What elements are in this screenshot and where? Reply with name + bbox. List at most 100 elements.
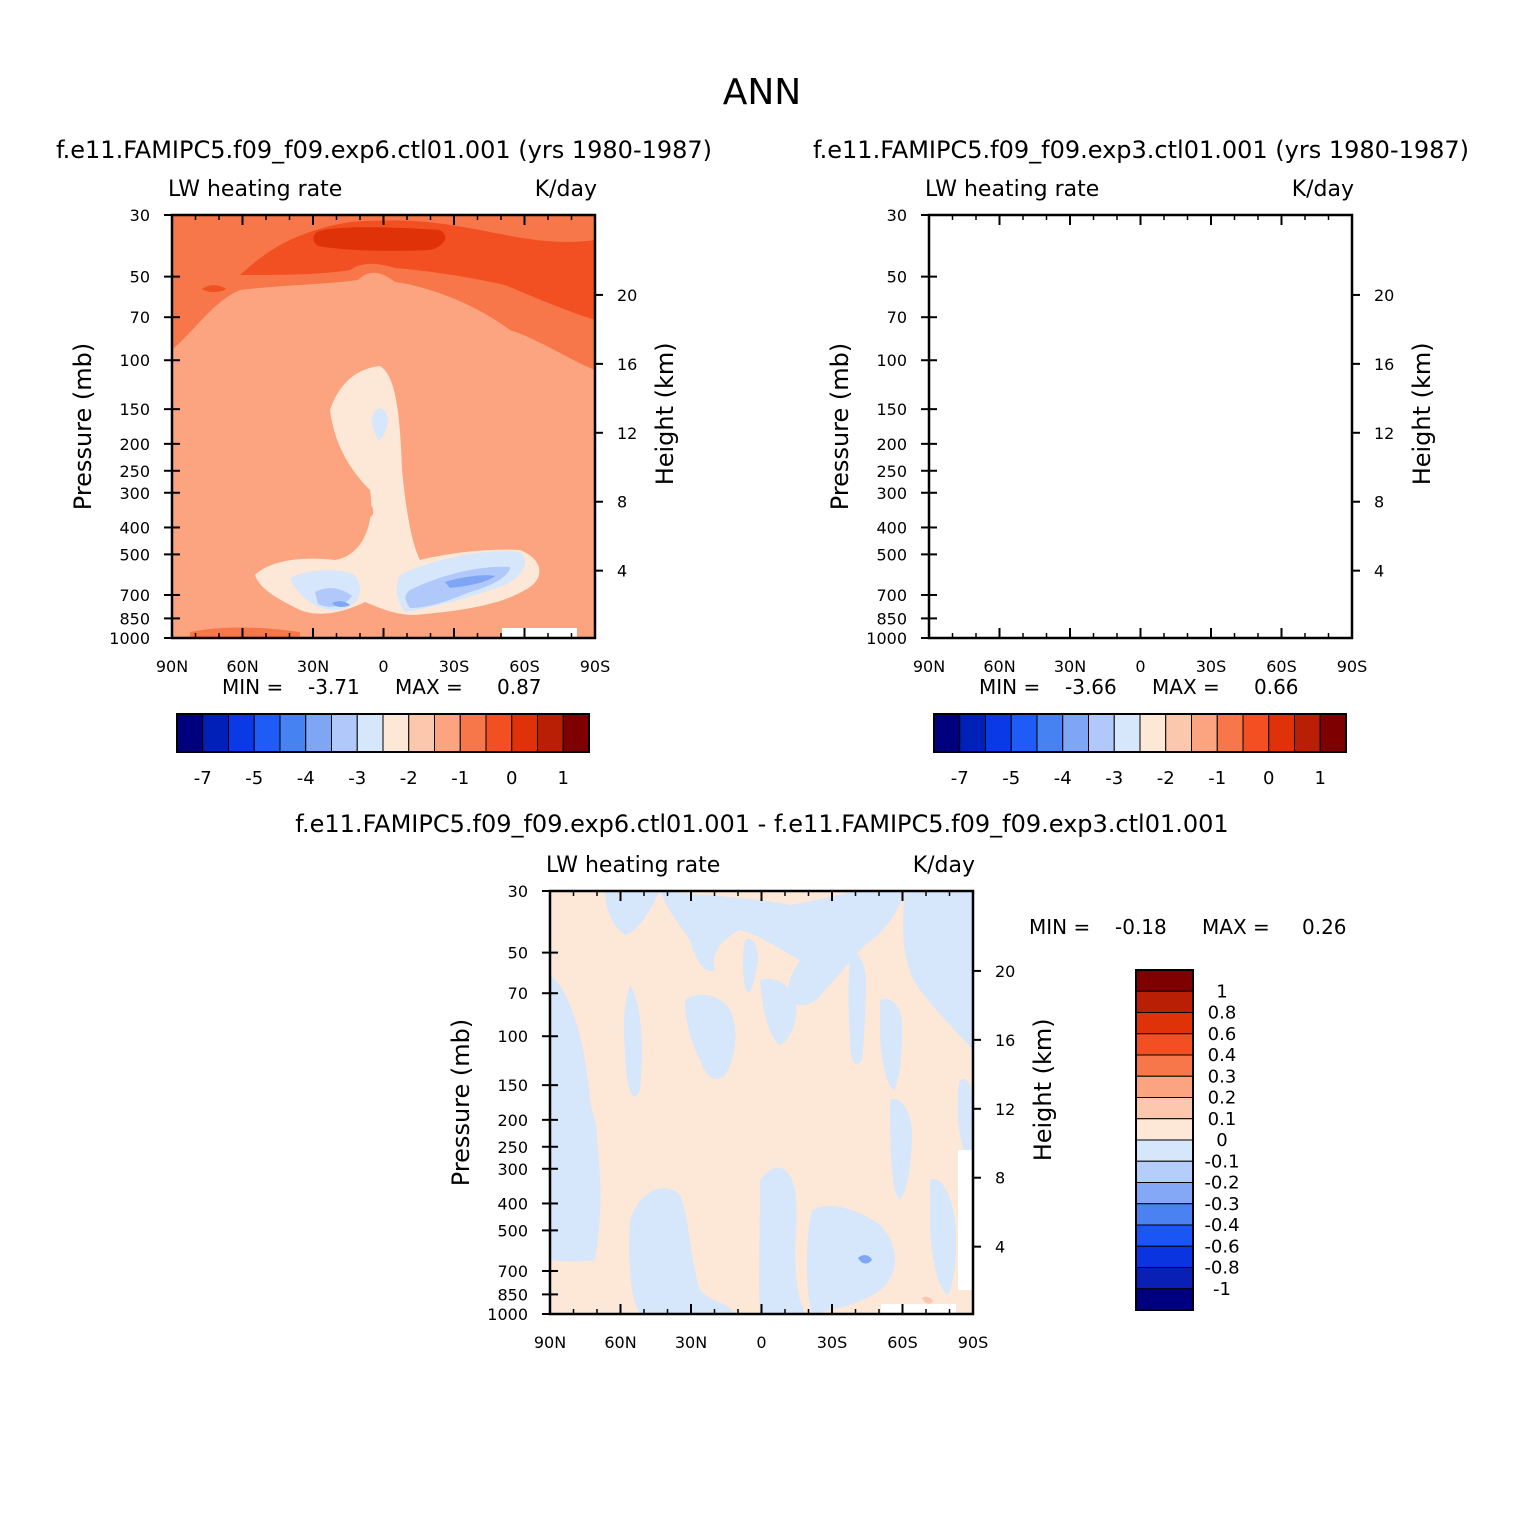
colorbar-label: -0.2 (1204, 1173, 1239, 1194)
colorbar-label: -0.6 (1204, 1236, 1239, 1257)
y-axis-label: Pressure (mb) (69, 343, 97, 510)
contour-band (605, 891, 660, 935)
contour-band (930, 1179, 957, 1295)
pressure-tick-label: 50 (130, 268, 150, 287)
x-tick-label: 60N (983, 657, 1015, 676)
units-label: K/day (535, 177, 597, 202)
colorbar-label: -1 (451, 768, 469, 789)
colorbar-swatch (1139, 713, 1167, 753)
variable-label: LW heating rate (925, 177, 1099, 202)
contour-band (1047, 570, 1117, 610)
colorbar-swatch (1135, 1097, 1194, 1120)
units-label: K/day (913, 853, 975, 878)
pressure-tick-label: 30 (508, 882, 528, 901)
pressure-tick-label: 850 (497, 1285, 528, 1304)
pressure-tick-label: 50 (508, 944, 528, 963)
colorbar-swatch (1088, 713, 1115, 753)
pressure-tick-label: 250 (497, 1138, 528, 1157)
max-label: MAX = (1202, 915, 1270, 939)
colorbar-label: -2 (400, 768, 418, 789)
pressure-tick-label: 200 (497, 1111, 528, 1130)
colorbar-swatch (1216, 713, 1244, 753)
colorbar-swatch (228, 713, 255, 753)
x-tick-label: 60S (887, 1333, 918, 1352)
pressure-tick-label: 850 (119, 609, 150, 628)
colorbar-swatch (1242, 713, 1270, 753)
x-tick-label: 30S (817, 1333, 848, 1352)
y-axis-label: Pressure (mb) (447, 1019, 475, 1186)
min-label: MIN = (1029, 915, 1090, 939)
colorbar-swatch (1135, 1288, 1194, 1311)
colorbar-swatch (1191, 713, 1218, 753)
colorbar-swatch (1135, 1224, 1194, 1247)
colorbar-swatch (1135, 969, 1194, 992)
x-tick-label: 90S (1337, 657, 1368, 676)
contour-band (903, 891, 973, 1050)
panel-exp3: f.e11.FAMIPC5.f09_f09.exp3.ctl01.001 (yr… (813, 136, 1469, 789)
height-tick-label: 4 (995, 1238, 1005, 1257)
colorbar-swatch (176, 713, 204, 753)
colorbar-swatch (1165, 713, 1192, 753)
min-label: MIN = (222, 675, 283, 699)
contour-band (759, 1167, 805, 1314)
x-tick-label: 30N (675, 1333, 707, 1352)
contour-band (332, 601, 350, 608)
x-tick-label: 60N (226, 657, 258, 676)
pressure-tick-label: 100 (876, 351, 907, 370)
max-label: MAX = (395, 675, 463, 699)
colorbar-label: -1 (1208, 768, 1226, 789)
colorbar-label: -0.3 (1204, 1194, 1239, 1215)
x-tick-label: 90N (913, 657, 945, 676)
variable-label: LW heating rate (546, 853, 720, 878)
colorbar-label: 0.1 (1208, 1109, 1237, 1130)
pressure-tick-label: 300 (876, 484, 907, 503)
plot-frame (927, 213, 1354, 640)
x-tick-label: 30S (439, 657, 470, 676)
colorbar-swatch (1135, 1182, 1194, 1205)
max-label: MAX = (1152, 675, 1220, 699)
panel-title: f.e11.FAMIPC5.f09_f09.exp6.ctl01.001 - f… (295, 810, 1228, 838)
colorbar-label: 1 (558, 768, 569, 789)
pressure-tick-label: 700 (497, 1262, 528, 1281)
contour-band (371, 408, 388, 440)
pressure-tick-label: 250 (876, 462, 907, 481)
colorbar-label: 0.3 (1208, 1066, 1237, 1087)
x-tick-label: 60S (1266, 657, 1297, 676)
colorbar-swatch (1135, 1245, 1194, 1268)
contour-band (584, 1108, 598, 1185)
missing-data-area (502, 628, 577, 638)
height-tick-label: 20 (995, 962, 1015, 981)
axes: 90N 60N 30N 0 30S 60S 90S 30 50 70 100 150 200 250 300… (447, 882, 1057, 1352)
min-value: -3.71 (308, 675, 360, 699)
colorbar-frame (176, 713, 590, 753)
height-tick-label: 16 (617, 355, 637, 374)
missing-data-area (958, 1150, 973, 1290)
colorbar-frame (933, 713, 1347, 753)
max-value: 0.66 (1254, 675, 1299, 699)
x-tick-label: 90N (156, 657, 188, 676)
axes: 90N 60N 30N 0 30S 60S 90S 30 50 70 100 150 200 250 300… (826, 206, 1436, 676)
contour-band (848, 953, 866, 1064)
height-tick-label: 8 (995, 1169, 1005, 1188)
contour-band (623, 985, 642, 1097)
colorbar-label: 0 (506, 768, 517, 789)
colorbar-label: 0 (1216, 1130, 1227, 1151)
x-tick-label: 60S (509, 657, 540, 676)
height-tick-label: 20 (617, 286, 637, 305)
colorbar: 10.80.60.40.30.20.10-0.1-0.2-0.3-0.4-0.6… (1135, 969, 1240, 1311)
colorbar-swatch (1135, 1267, 1194, 1290)
contour-band (1163, 567, 1268, 608)
x-tick-label: 90N (534, 1333, 566, 1352)
panel-title: f.e11.FAMIPC5.f09_f09.exp6.ctl01.001 (yr… (56, 136, 712, 164)
colorbar-swatch (959, 713, 986, 753)
colorbar-swatch (1135, 1054, 1194, 1077)
contour-band (1129, 408, 1145, 440)
pressure-tick-label: 150 (497, 1076, 528, 1095)
min-value: -0.18 (1115, 915, 1167, 939)
missing-data-area (881, 1304, 956, 1314)
colorbar-swatch (485, 713, 513, 753)
contour-band (202, 285, 226, 292)
contour-band (957, 1078, 973, 1170)
colorbar-frame (1135, 969, 1194, 1311)
colorbar-label: 1 (1216, 981, 1227, 1002)
